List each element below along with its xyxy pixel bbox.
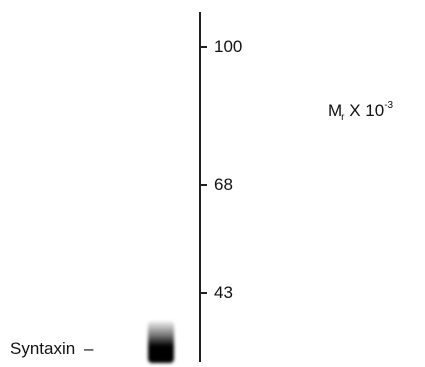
band-label: Syntaxin – (10, 339, 93, 359)
mr-base: M (328, 101, 343, 120)
syntaxin-band (148, 321, 174, 363)
mr-middle: X 10 (344, 101, 385, 120)
band-label-dash: – (83, 339, 94, 358)
band-label-text: Syntaxin (10, 339, 76, 358)
marker-label-100: 100 (214, 37, 243, 56)
mr-superscript: -3 (384, 100, 394, 111)
marker-label-68: 68 (214, 175, 233, 194)
mr-subscript: r (341, 112, 345, 123)
molecular-weight-unit-label: Mr X 10-3 (328, 100, 393, 123)
marker-label-43: 43 (214, 283, 233, 302)
